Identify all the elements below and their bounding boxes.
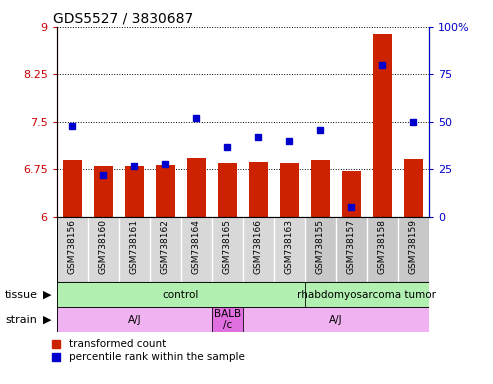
Text: strain: strain (5, 314, 37, 325)
Bar (212, 307, 243, 332)
Text: GSM738165: GSM738165 (223, 219, 232, 274)
Bar (404, 159, 423, 217)
Text: GSM738162: GSM738162 (161, 219, 170, 274)
Text: GSM738161: GSM738161 (130, 219, 139, 274)
Text: GSM738160: GSM738160 (99, 219, 108, 274)
Bar (57, 282, 305, 307)
Bar (156, 165, 175, 217)
Bar (94, 166, 112, 217)
Text: ▶: ▶ (42, 314, 51, 325)
Text: GSM738159: GSM738159 (409, 219, 418, 274)
Text: GSM738155: GSM738155 (316, 219, 325, 274)
Text: ▶: ▶ (42, 290, 51, 300)
Bar (119, 217, 150, 282)
Bar (57, 217, 88, 282)
Text: control: control (163, 290, 199, 300)
Bar (150, 217, 181, 282)
Bar (57, 307, 212, 332)
Bar (305, 282, 429, 307)
Bar (218, 163, 237, 217)
Bar (280, 163, 299, 217)
Bar (305, 217, 336, 282)
Legend: transformed count, percentile rank within the sample: transformed count, percentile rank withi… (52, 339, 245, 362)
Text: rhabdomyosarcoma tumor: rhabdomyosarcoma tumor (297, 290, 436, 300)
Bar (63, 160, 81, 217)
Text: GSM738163: GSM738163 (285, 219, 294, 274)
Text: GSM738166: GSM738166 (254, 219, 263, 274)
Text: GSM738164: GSM738164 (192, 219, 201, 274)
Bar (181, 217, 212, 282)
Bar (125, 166, 143, 217)
Text: GSM738157: GSM738157 (347, 219, 356, 274)
Bar (336, 217, 367, 282)
Text: GSM738156: GSM738156 (68, 219, 77, 274)
Text: A/J: A/J (127, 314, 141, 325)
Bar (342, 171, 361, 217)
Text: BALB
/c: BALB /c (214, 309, 241, 331)
Bar (274, 217, 305, 282)
Bar (311, 160, 330, 217)
Bar (367, 217, 398, 282)
Bar (243, 307, 429, 332)
Text: A/J: A/J (329, 314, 343, 325)
Text: GDS5527 / 3830687: GDS5527 / 3830687 (53, 12, 193, 26)
Bar (243, 217, 274, 282)
Bar (88, 217, 119, 282)
Bar (373, 35, 391, 217)
Bar (187, 158, 206, 217)
Text: GSM738158: GSM738158 (378, 219, 387, 274)
Bar (398, 217, 429, 282)
Bar (212, 217, 243, 282)
Text: tissue: tissue (5, 290, 38, 300)
Bar (249, 162, 268, 217)
